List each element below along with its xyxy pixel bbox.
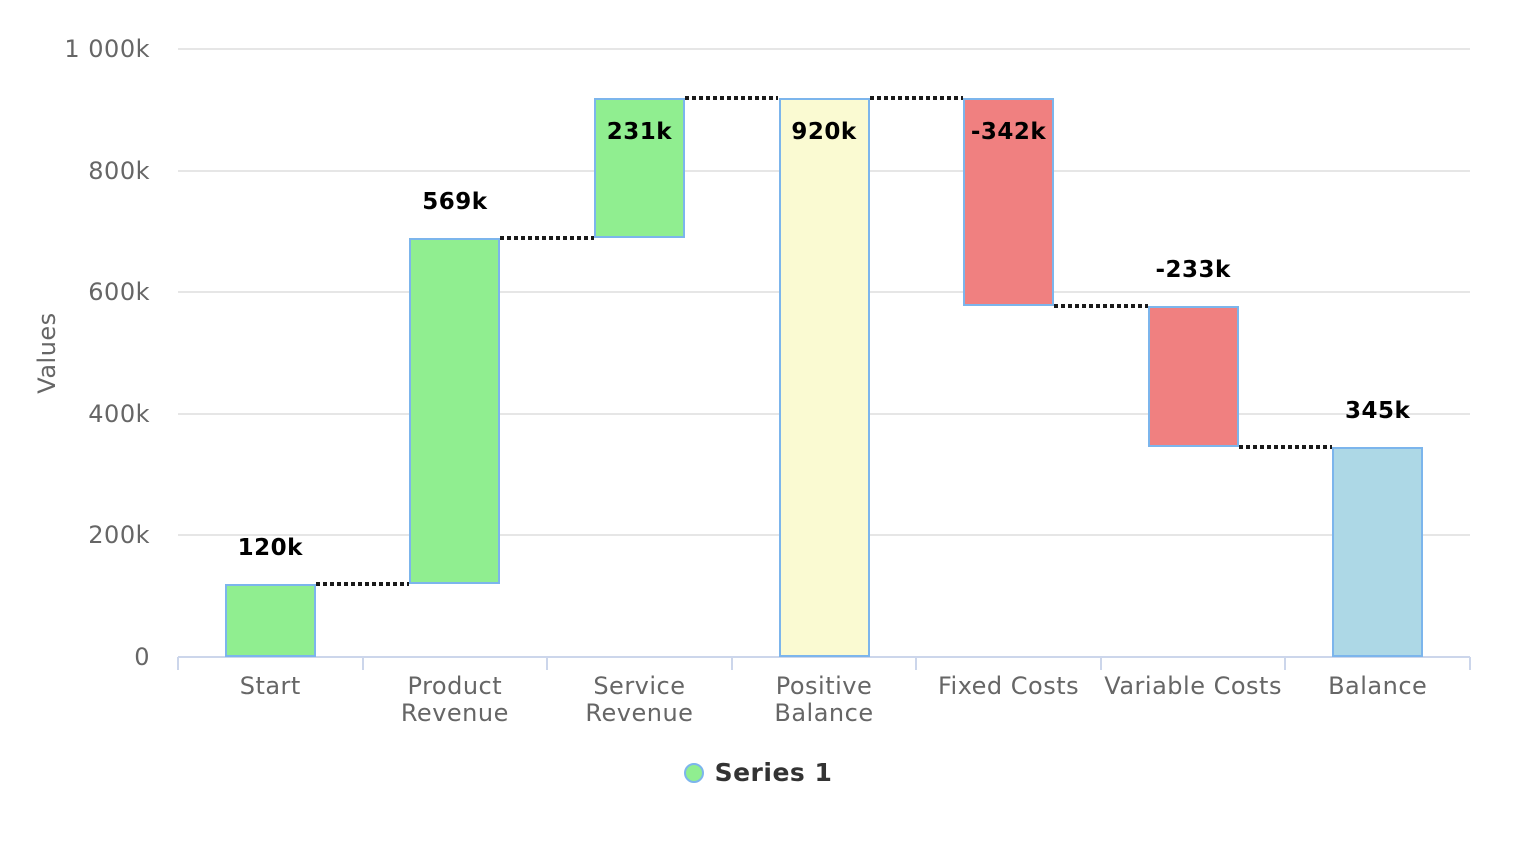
connector-line: [869, 95, 964, 100]
x-axis-tick: [1284, 657, 1287, 670]
data-label-service-revenue: 231k: [606, 118, 673, 145]
bar-start[interactable]: [224, 584, 316, 657]
y-axis-tick-label: 200k: [88, 521, 150, 550]
y-axis-tick-label: 800k: [88, 156, 150, 185]
connector-line: [1238, 445, 1333, 450]
data-label-positive-balance: 920k: [791, 118, 857, 145]
bar-service-revenue[interactable]: [593, 97, 685, 239]
x-axis-tick: [177, 657, 179, 670]
connector-line: [315, 582, 410, 587]
y-axis-tick-label: 1 000k: [64, 35, 150, 63]
x-axis-label-positive-balance: Positive Balance: [774, 672, 874, 727]
x-axis-label-service-revenue: Service Revenue: [585, 672, 694, 727]
connector-line: [1054, 303, 1148, 308]
y-gridline: [178, 48, 1470, 50]
x-axis-tick: [546, 657, 549, 670]
y-axis-tick-label: 400k: [88, 399, 150, 428]
x-axis-label-fixed-costs: Fixed Costs: [937, 672, 1080, 700]
x-axis-tick: [1469, 657, 1471, 670]
data-label-balance: 345k: [1345, 398, 1411, 425]
y-axis-title: Values: [33, 312, 61, 394]
y-axis-tick-label: 0: [134, 643, 150, 671]
x-axis-tick: [730, 657, 733, 670]
connector-line: [500, 236, 594, 241]
x-axis-tick: [915, 657, 918, 670]
bar-variable-costs[interactable]: [1147, 305, 1239, 448]
bar-balance[interactable]: [1332, 447, 1424, 657]
x-axis-tick: [361, 657, 364, 670]
bar-product-revenue[interactable]: [409, 238, 501, 585]
legend-marker-icon: [683, 762, 704, 783]
x-axis-line: [178, 656, 1470, 658]
bar-positive-balance[interactable]: [778, 97, 870, 657]
data-label-start: 120k: [237, 535, 303, 562]
x-axis-label-balance: Balance: [1328, 672, 1428, 700]
legend-series-label: Series 1: [714, 758, 833, 787]
x-axis-label-variable-costs: Variable Costs: [1104, 672, 1282, 700]
connector-line: [684, 95, 779, 100]
x-axis-tick: [1099, 657, 1102, 670]
data-label-fixed-costs: -342k: [970, 118, 1047, 145]
data-label-product-revenue: 569k: [422, 189, 488, 216]
legend-item-series-1[interactable]: Series 1: [0, 758, 1516, 787]
bar-fixed-costs[interactable]: [963, 97, 1055, 306]
data-label-variable-costs: -233k: [1155, 256, 1231, 283]
y-axis-tick-label: 600k: [88, 278, 150, 307]
x-axis-label-product-revenue: Product Revenue: [400, 672, 509, 727]
x-axis-label-start: Start: [239, 672, 301, 700]
